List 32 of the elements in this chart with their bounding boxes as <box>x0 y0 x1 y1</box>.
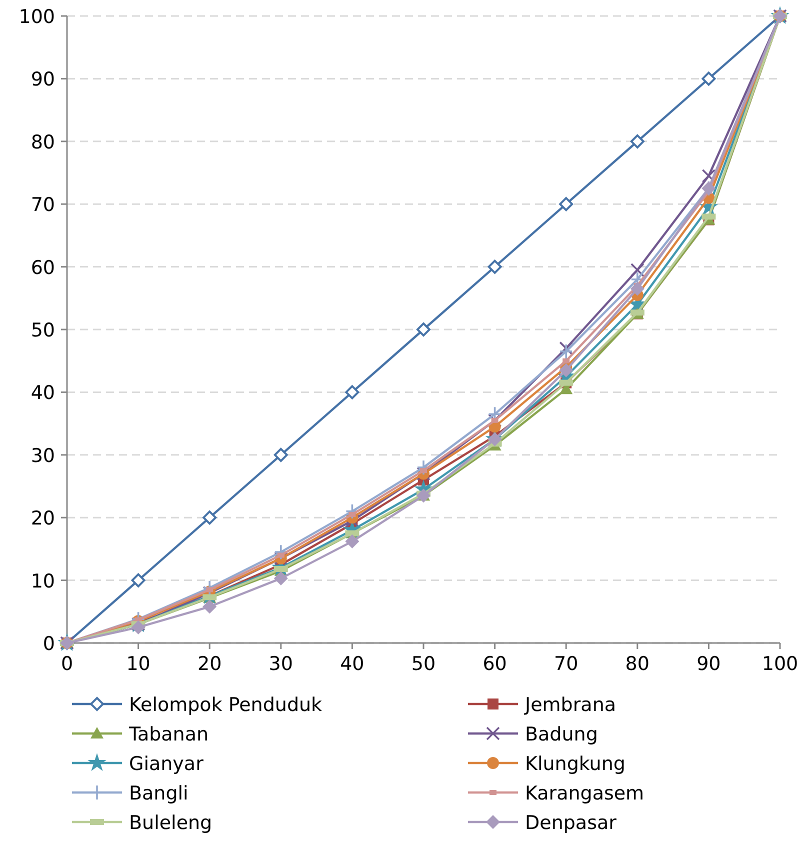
legend-label: Bangli <box>129 782 188 804</box>
x-tick-label: 60 <box>482 653 507 675</box>
y-tick-label: 30 <box>30 444 55 467</box>
x-tick-label: 50 <box>411 653 436 675</box>
legend-label: Tabanan <box>128 724 209 746</box>
x-tick-label: 0 <box>60 653 74 675</box>
x-tick-label: 10 <box>126 653 150 675</box>
y-tick-label: 90 <box>30 68 55 91</box>
x-tick-label: 80 <box>625 653 650 675</box>
legend-label: Gianyar <box>129 753 204 775</box>
legend-label: Jembrana <box>524 694 616 716</box>
y-tick-label: 40 <box>30 382 55 404</box>
legend-label: Klungkung <box>525 753 626 775</box>
y-tick-label: 0 <box>42 633 55 655</box>
y-tick-label: 50 <box>30 320 55 342</box>
y-tick-label: 70 <box>30 194 55 216</box>
y-tick-label: 100 <box>18 6 55 28</box>
legend-label: Buleleng <box>129 812 212 834</box>
y-tick-label: 20 <box>30 508 55 530</box>
x-tick-label: 40 <box>340 653 364 675</box>
y-tick-label: 10 <box>30 570 55 592</box>
x-tick-label: 20 <box>198 653 222 675</box>
x-tick-label: 30 <box>268 653 293 675</box>
y-tick-label: 80 <box>30 131 55 154</box>
legend-label: Kelompok Penduduk <box>129 694 322 716</box>
x-tick-label: 70 <box>554 653 578 675</box>
y-tick-label: 60 <box>30 256 55 279</box>
legend-label: Badung <box>525 724 598 746</box>
legend-label: Karangasem <box>525 782 644 804</box>
x-tick-label: 90 <box>696 653 721 675</box>
x-tick-label: 100 <box>762 653 798 675</box>
legend-label: Denpasar <box>525 812 617 834</box>
